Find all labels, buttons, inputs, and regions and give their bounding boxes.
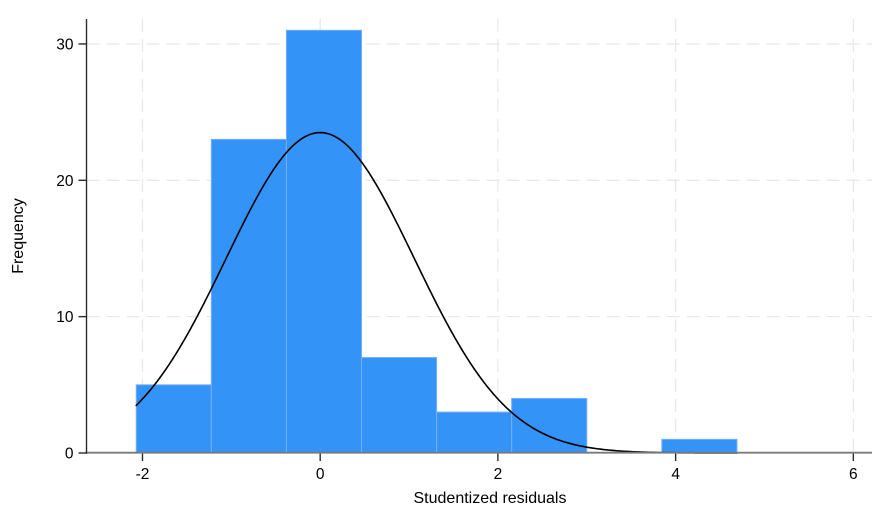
histogram-bars xyxy=(135,29,738,454)
y-tick-label: 10 xyxy=(56,309,74,326)
y-tick-label: 20 xyxy=(56,173,74,190)
x-axis-title: Studentized residuals xyxy=(414,490,567,507)
histogram-bar xyxy=(361,357,438,454)
x-tick-label: 6 xyxy=(849,466,858,483)
x-tick-label: 2 xyxy=(494,466,503,483)
x-tick-label: 0 xyxy=(316,466,325,483)
axes xyxy=(85,19,872,454)
histogram-bar xyxy=(436,411,513,454)
x-tick-label: -2 xyxy=(136,466,150,483)
tick-labels: -2 0 2 4 6 0 10 20 30 xyxy=(56,36,857,483)
y-tick-label: 0 xyxy=(65,446,74,463)
histogram-bar xyxy=(661,438,738,454)
x-tick-label: 4 xyxy=(671,466,680,483)
y-axis-title: Frequency xyxy=(10,198,27,274)
histogram-bar xyxy=(210,138,287,454)
histogram-bar xyxy=(285,29,363,454)
tick-marks xyxy=(78,43,855,461)
histogram-bar xyxy=(135,384,212,454)
y-tick-label: 30 xyxy=(56,36,74,53)
